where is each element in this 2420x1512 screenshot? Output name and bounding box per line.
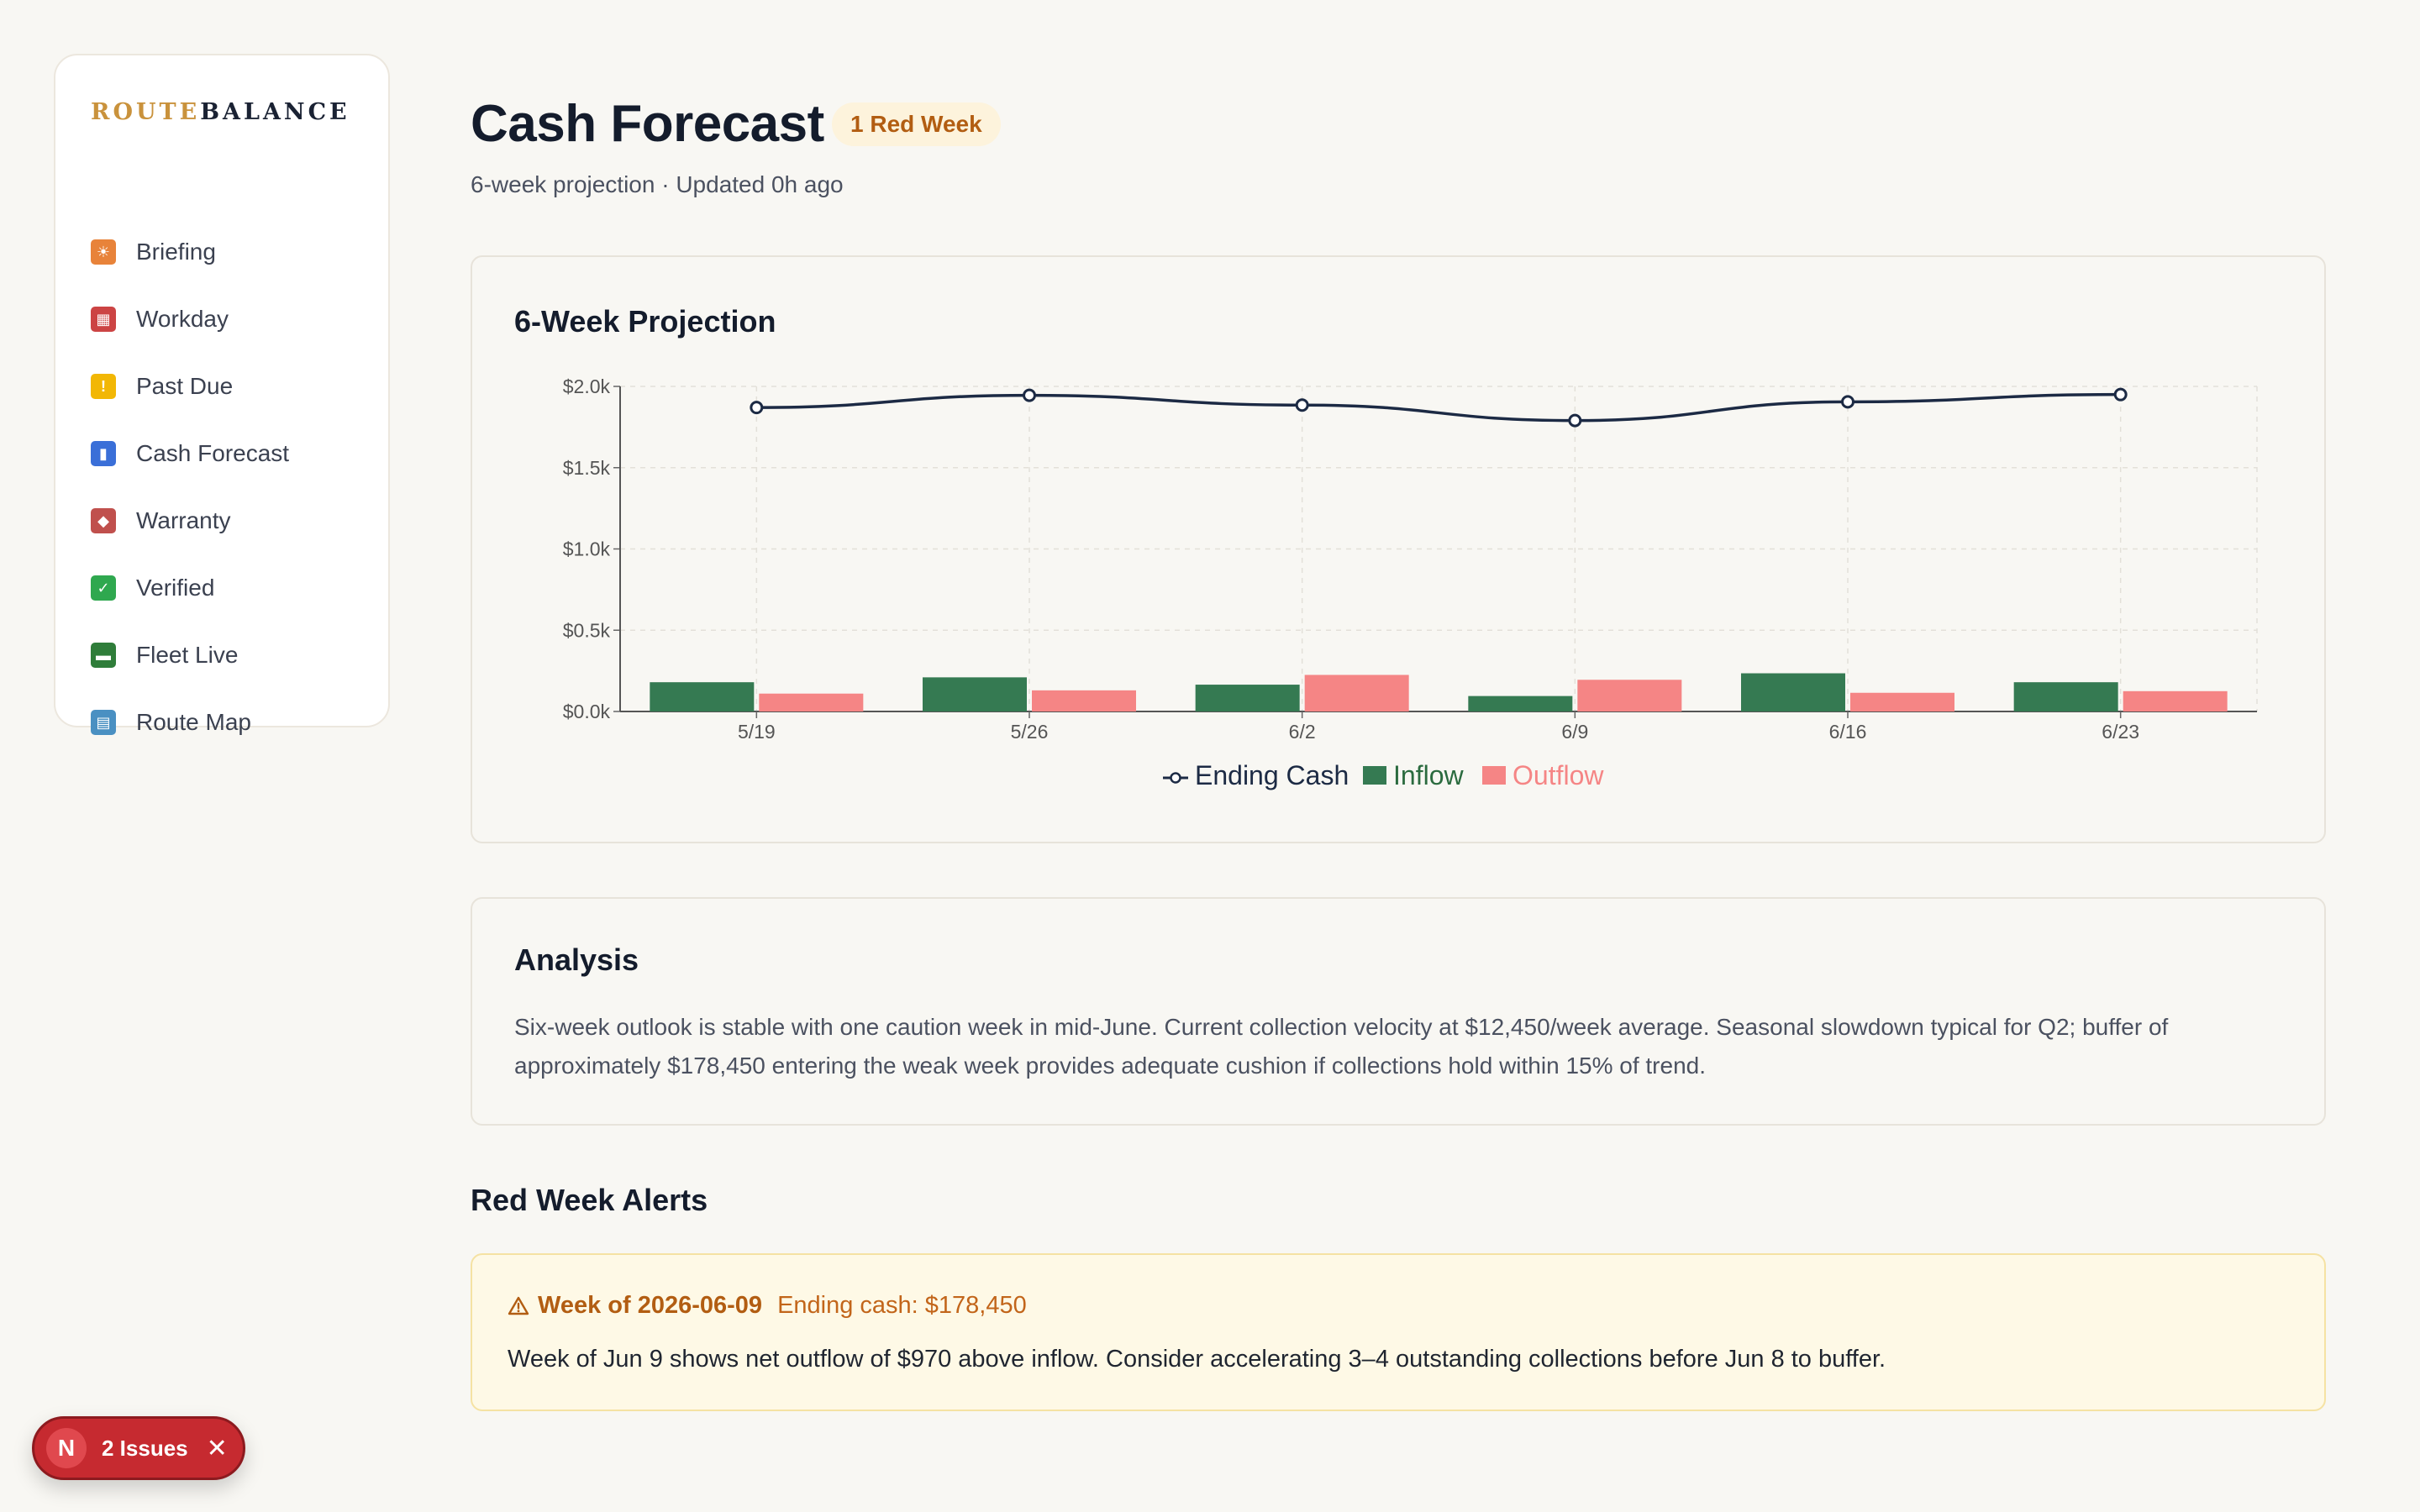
sidebar-item-fleet-live[interactable]: ▬ Fleet Live (89, 622, 289, 689)
x-tick-label: 6/9 (1561, 721, 1588, 743)
page-title: Cash Forecast (471, 95, 824, 153)
sidebar-item-label: Briefing (136, 239, 216, 265)
next-logo-icon: N (46, 1428, 87, 1468)
logo-part-route: ROUTE (91, 99, 201, 125)
bar-outflow (1577, 680, 1682, 711)
sidebar-item-workday[interactable]: ▦ Workday (89, 286, 289, 353)
legend-inflow: Inflow (1393, 760, 1464, 790)
sidebar-item-briefing[interactable]: ☀ Briefing (89, 218, 289, 286)
alert-triangle-icon (508, 1296, 529, 1315)
bar-inflow (1468, 696, 1573, 711)
y-tick-label: $1.5k (563, 457, 611, 479)
warning-icon: ! (91, 374, 116, 399)
sidebar-item-label: Fleet Live (136, 642, 239, 668)
legend-ending-cash-marker (1170, 772, 1181, 784)
sidebar-item-label: Verified (136, 575, 215, 601)
ending-cash-point (1023, 388, 1036, 402)
alert-ending-cash: Ending cash: $178,450 (777, 1292, 1027, 1319)
sidebar: ROUTEBALANCE ☀ Briefing ▦ Workday! Past Due ▮… (54, 54, 390, 735)
sidebar-item-label: Route Map (136, 709, 251, 735)
legend-outflow: Outflow (1512, 760, 1604, 790)
check-icon: ✓ (91, 575, 116, 601)
map-icon: ▤ (91, 710, 116, 735)
sunrise-icon: ☀ (91, 239, 116, 265)
legend-inflow-swatch (1363, 766, 1386, 785)
sidebar-item-past-due[interactable]: ! Past Due (89, 353, 289, 420)
alert-week: Week of 2026-06-09 (538, 1292, 763, 1319)
bar-outflow (1850, 692, 1954, 711)
legend-ending-cash: Ending Cash (1195, 760, 1349, 790)
bar-outflow (759, 693, 864, 711)
x-tick-label: 5/19 (738, 721, 776, 743)
x-tick-label: 5/26 (1011, 721, 1049, 743)
bar-outflow (1304, 675, 1409, 711)
x-tick-label: 6/16 (1829, 721, 1867, 743)
analysis-title: Analysis (514, 942, 639, 977)
y-tick-label: $0.5k (563, 619, 611, 641)
sidebar-item-route-map[interactable]: ▤ Route Map (89, 689, 289, 756)
projection-chart: $0.0k $0.5k $1.0k $1.5k $2.0k 5/19 5/26 6/2 6/9 6… (563, 375, 2258, 790)
ending-cash-point (1295, 398, 1309, 412)
ending-cash-point (750, 401, 764, 415)
bar-inflow (2013, 682, 2118, 711)
sidebar-item-cash-forecast[interactable]: ▮ Cash Forecast (89, 420, 289, 487)
bar-inflow (650, 682, 755, 711)
sidebar-item-label: Workday (136, 306, 229, 332)
projection-card: $0.0k $0.5k $1.0k $1.5k $2.0k 5/19 5/26 6/2 6/9 6… (471, 255, 2326, 843)
ending-cash-line (756, 392, 2121, 423)
sidebar-item-label: Past Due (136, 373, 234, 399)
red-week-badge: 1 Red Week (832, 102, 1001, 146)
projection-card-title: 6-Week Projection (514, 304, 776, 339)
y-tick-label: $1.0k (563, 538, 611, 560)
bar-outflow (1032, 690, 1136, 711)
calendar-icon: ▦ (91, 307, 116, 332)
red-week-alert: Week of 2026-06-09 Ending cash: $178,450… (471, 1253, 2326, 1411)
x-tick-label: 6/23 (2102, 721, 2139, 743)
x-tick-label: 6/2 (1289, 721, 1316, 743)
y-tick-label: $2.0k (563, 375, 611, 397)
ending-cash-point (1568, 413, 1582, 428)
y-tick-label: $0.0k (563, 701, 611, 722)
shield-icon: ◆ (91, 508, 116, 533)
bar-inflow (1195, 685, 1300, 711)
ending-cash-point (1841, 395, 1854, 409)
sidebar-item-label: Cash Forecast (136, 440, 290, 466)
legend-outflow-swatch (1482, 766, 1506, 785)
bar-inflow (1741, 673, 1845, 711)
ending-cash-point (2113, 387, 2128, 402)
bar-outflow (2123, 690, 2228, 711)
sidebar-item-verified[interactable]: ✓ Verified (89, 554, 289, 622)
sidebar-item-warranty[interactable]: ◆ Warranty (89, 487, 289, 554)
sidebar-nav: ☀ Briefing ▦ Workday! Past Due ▮ Cash Forecast… (89, 218, 289, 756)
close-icon[interactable]: ✕ (206, 1434, 228, 1462)
app-logo[interactable]: ROUTEBALANCE (91, 99, 350, 125)
page-subtitle: 6-week projection · Updated 0h ago (471, 171, 844, 197)
red-week-alerts-heading: Red Week Alerts (471, 1183, 708, 1217)
analysis-text: Six-week outlook is stable with one caut… (514, 1014, 2169, 1079)
logo-part-balance: BALANCE (200, 99, 350, 125)
issues-label[interactable]: 2 Issues (102, 1435, 188, 1461)
alert-body: Week of Jun 9 shows net outflow of $970 … (508, 1346, 1886, 1373)
sidebar-item-label: Warranty (136, 507, 231, 533)
analysis-card: Analysis Six-week outlook is stable with… (471, 897, 2326, 1126)
bar-chart-icon: ▮ (91, 441, 116, 466)
issues-toast[interactable]: N 2 Issues ✕ (32, 1416, 245, 1480)
bar-inflow (923, 677, 1027, 711)
truck-icon: ▬ (91, 643, 116, 668)
